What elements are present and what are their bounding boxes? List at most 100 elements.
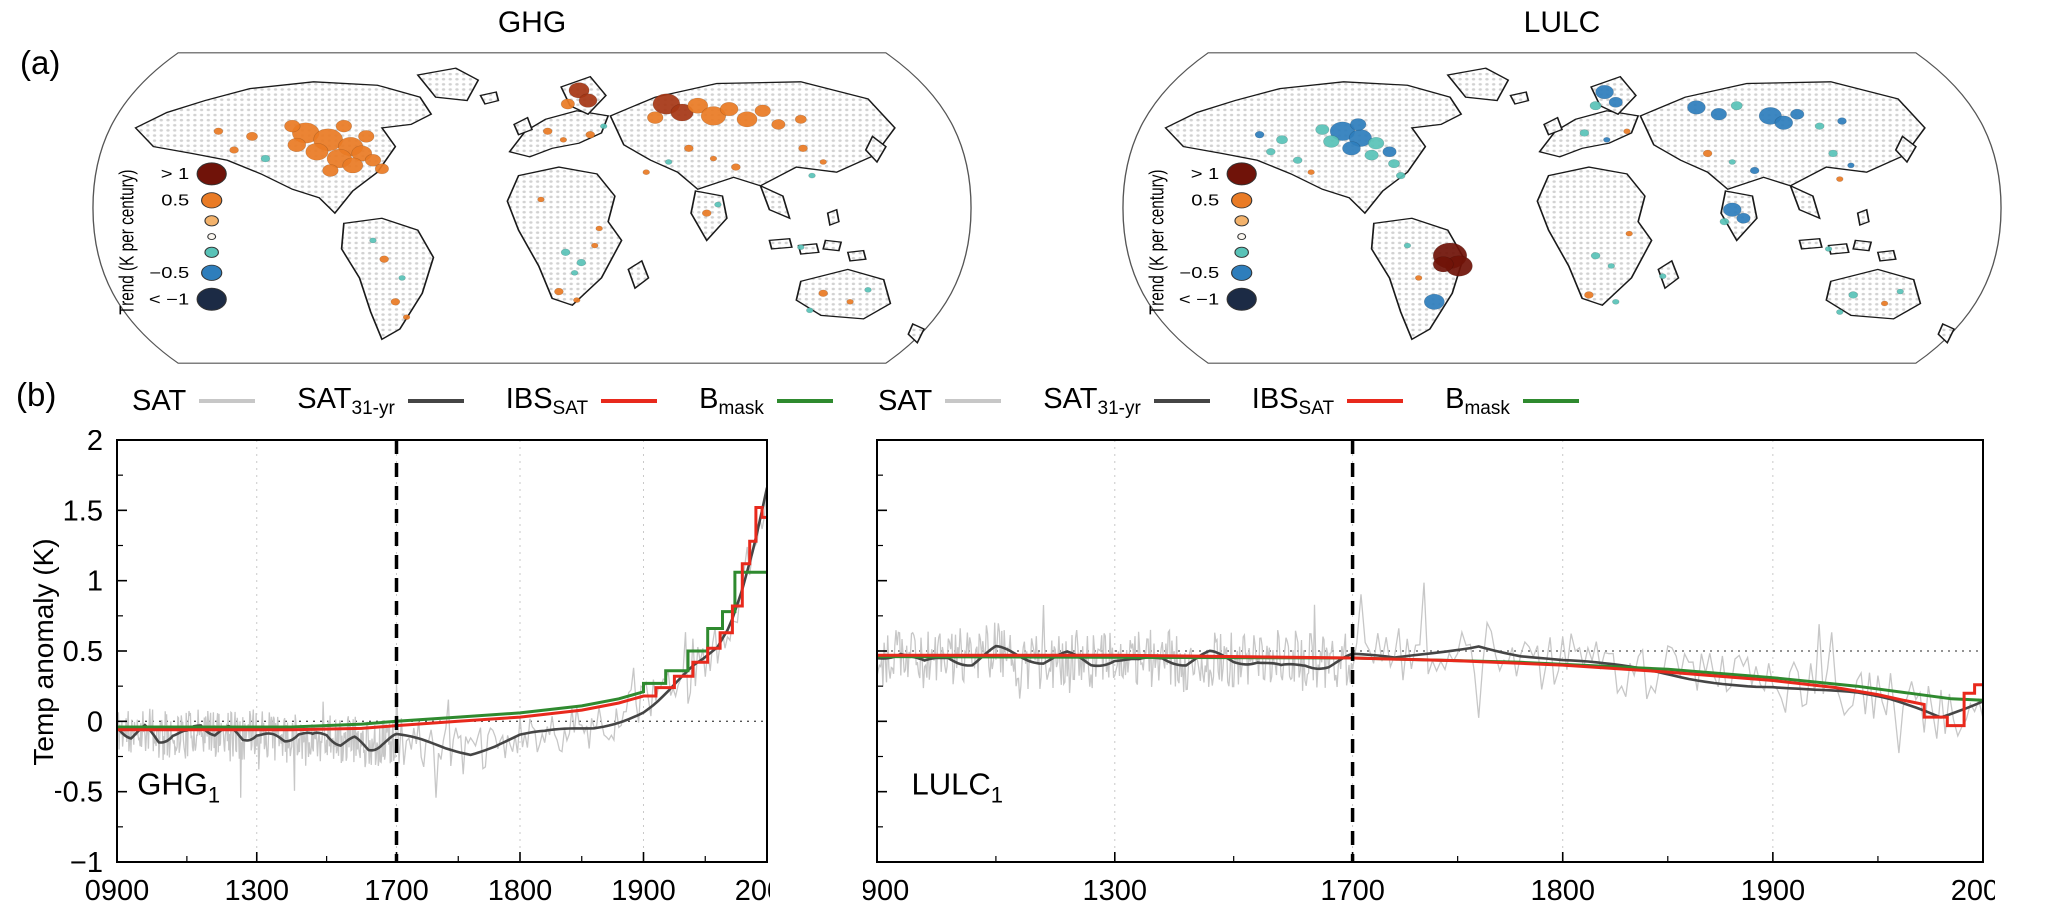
trend-dot (1836, 176, 1844, 182)
x-tick-label: 1800 (488, 875, 553, 907)
legend-label: IBSSAT (1251, 382, 1335, 419)
continent-outline (1937, 322, 1956, 344)
trend-dot (687, 97, 709, 114)
x-tick-label: 1900 (611, 875, 676, 907)
trend-dot (246, 131, 258, 141)
legend-circle (1231, 192, 1253, 209)
legend-circle (1234, 246, 1249, 258)
continent-outline (416, 67, 480, 102)
continent-outline (627, 259, 650, 290)
trend-dot (797, 244, 805, 251)
trend-dot (1265, 148, 1276, 156)
trend-dot (537, 196, 545, 203)
trend-dot (1307, 169, 1315, 176)
trend-dot (284, 119, 301, 133)
trend-dot (369, 237, 377, 244)
trend-dot (794, 114, 807, 124)
chart-run-label: LULC1 (911, 766, 1003, 807)
trend-dot (570, 269, 579, 276)
trend-dot (322, 164, 339, 177)
legend-line-swatch (1347, 399, 1404, 403)
legend-label: IBSSAT (505, 382, 589, 419)
trend-dot (1323, 135, 1340, 148)
bmask-line (117, 570, 767, 729)
x-tick-label: 1700 (1320, 875, 1385, 907)
trend-dot (819, 159, 827, 165)
trend-dot (846, 298, 854, 305)
legend-circle (1237, 233, 1247, 240)
trend-dot (573, 297, 581, 303)
trend-dot (229, 146, 239, 154)
continent-outline (479, 91, 500, 105)
trend-dot (1623, 128, 1631, 135)
trend-dot (1828, 149, 1838, 158)
trend-dot (542, 127, 553, 135)
trend-dot (798, 144, 808, 152)
trend-dot (287, 137, 307, 152)
x-tick-label: 1800 (1530, 875, 1595, 907)
trend-dot (1254, 131, 1265, 139)
legend-circle (201, 192, 223, 209)
trend-dot (683, 144, 694, 152)
legend-circle (204, 215, 219, 227)
continent-outline (1509, 91, 1530, 105)
trend-dot (1395, 171, 1406, 180)
legend-item-sat31-yr: SAT31-yr (297, 383, 464, 420)
trend-dot (364, 154, 382, 167)
chart-legend-ghg: SAT SAT31-yr IBSSAT Bmask (132, 382, 833, 420)
trend-dot (1414, 275, 1423, 281)
continent-outline (907, 322, 926, 344)
trend-dot (1349, 118, 1367, 131)
trend-dot (1367, 136, 1385, 150)
trend-dot (1607, 263, 1615, 269)
legend-item-sat: SAT (878, 384, 1002, 418)
legend-item-ibssat: IBSSAT (1251, 382, 1404, 420)
trend-dot (864, 287, 872, 293)
trend-dot (1896, 288, 1904, 295)
continent-outline (1164, 81, 1463, 215)
trend-dot (398, 275, 406, 281)
continent-outline (1536, 166, 1653, 306)
continent-outline (1856, 208, 1870, 227)
legend-label: SAT (878, 384, 933, 417)
map-legend-axis-label: Trend (K per century) (115, 169, 138, 314)
trend-dot (1736, 212, 1751, 224)
legend-label: Bmask (1445, 382, 1510, 419)
x-tick-label: 1700 (364, 875, 429, 907)
y-tick-label: 2 (87, 430, 103, 457)
legend-entry-label: 0.5 (161, 192, 189, 209)
trend-dot (709, 155, 718, 162)
legend-line-swatch (945, 399, 1002, 403)
trend-dot (736, 111, 758, 128)
continent-outline (1852, 239, 1873, 252)
map-title-lulc: LULC (1523, 6, 1601, 39)
legend-entry-label: −0.5 (1179, 264, 1219, 281)
y-tick-label: 1.5 (63, 495, 103, 527)
trend-dot (754, 104, 771, 118)
trend-dot (260, 154, 271, 163)
continent-outline (1789, 184, 1821, 220)
ibs-sat-line (877, 653, 1983, 728)
legend-circle (1231, 264, 1253, 281)
legend-circle (204, 246, 219, 258)
x-tick-label: 0900 (85, 875, 150, 907)
x-tick-label: 0900 (863, 875, 909, 907)
trend-dot (305, 142, 329, 161)
trend-dot (1790, 108, 1805, 120)
legend-entry-label: > 1 (161, 165, 190, 182)
y-tick-label: −0.5 (55, 777, 103, 809)
map-legend-axis-label: Trend (K per century) (1145, 169, 1168, 314)
trend-dot (1595, 84, 1614, 100)
ibs-sat-line (117, 506, 767, 732)
trend-dot (585, 131, 596, 139)
trend-dot (642, 169, 650, 176)
trend-dot (1836, 309, 1844, 315)
trend-dot (1814, 122, 1825, 130)
trend-dot (1710, 107, 1727, 121)
trend-dot (560, 98, 575, 110)
legend-circle (1226, 287, 1257, 311)
sat-31yr-line (877, 644, 1983, 719)
legend-entry-label: > 1 (1191, 165, 1220, 182)
trend-dot (559, 136, 568, 143)
trend-dot (568, 82, 590, 99)
